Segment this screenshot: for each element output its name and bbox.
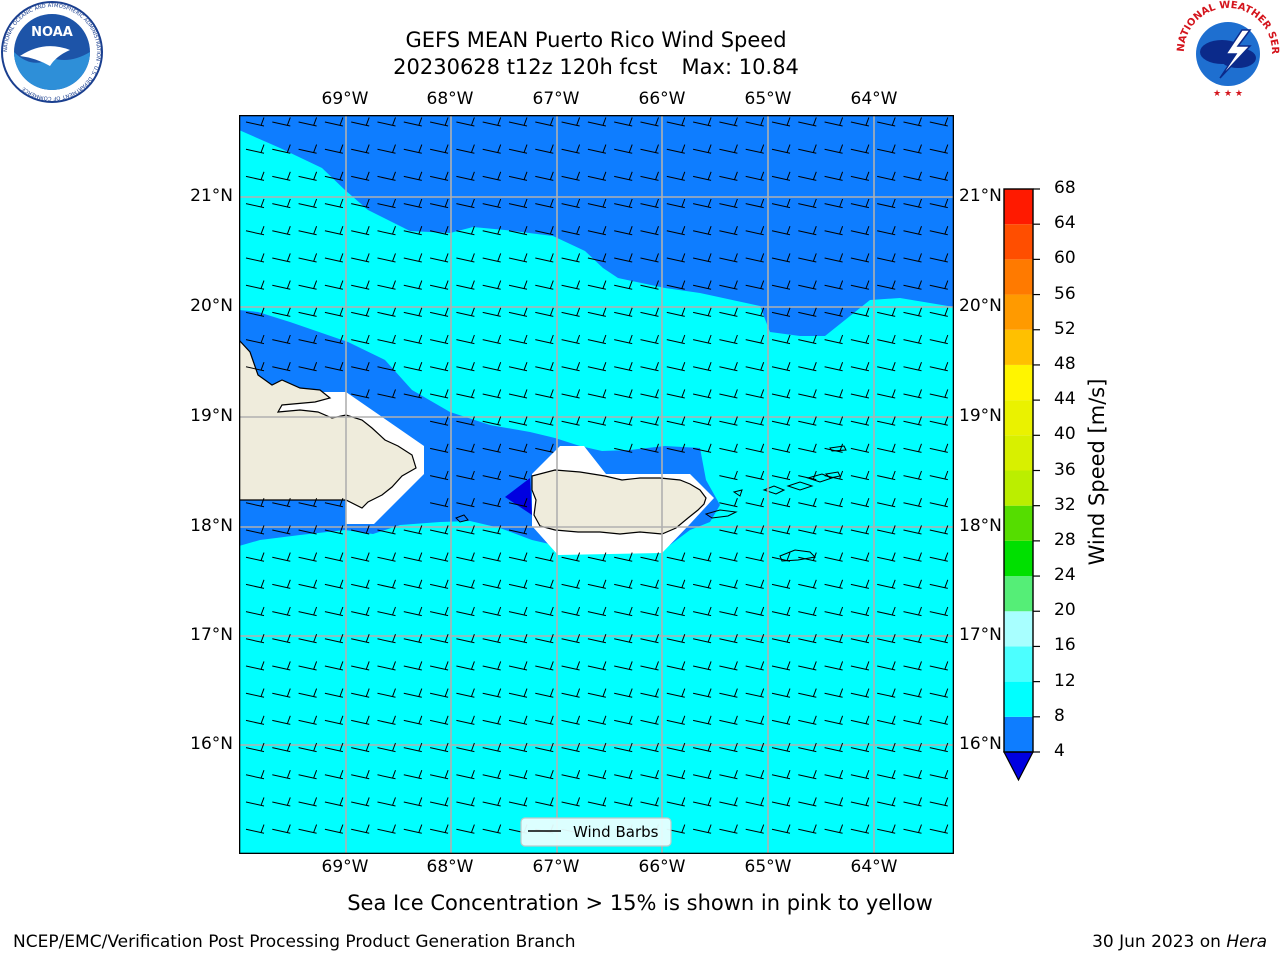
map-subtitle: 20230628 t12z 120h fcst Max: 10.84 — [0, 55, 1192, 80]
lat-label-right-19n: 19°N — [959, 406, 1002, 426]
colorbar-tick-label: 36 — [1054, 459, 1076, 480]
colorbar-tick-label: 64 — [1054, 213, 1076, 234]
colorbar-tick-label: 20 — [1054, 600, 1076, 621]
wind-map: Wind Barbs — [239, 115, 954, 854]
footer-branch: NCEP/EMC/Verification Post Processing Pr… — [13, 932, 576, 952]
colorbar — [1003, 188, 1040, 782]
lat-label-right-20n: 20°N — [959, 296, 1002, 316]
noaa-logo: NATIONAL OCEANIC AND ATMOSPHERIC ADMINIS… — [1, 1, 103, 103]
map-title: GEFS MEAN Puerto Rico Wind Speed — [405, 28, 787, 52]
colorbar-tick-label: 60 — [1054, 248, 1076, 269]
colorbar-band-15 — [1004, 189, 1033, 225]
lon-label-top-67w: 67°W — [532, 89, 580, 109]
colorbar-band-8 — [1004, 435, 1033, 471]
colorbar-tick-label: 44 — [1054, 389, 1076, 410]
colorbar-band-5 — [1004, 540, 1033, 577]
virgin-islands-2 — [786, 481, 814, 491]
lat-label-left-17n: 17°N — [190, 625, 233, 645]
colorbar-band-12 — [1004, 294, 1033, 330]
lon-label-bottom-64w: 64°W — [850, 857, 898, 877]
lon-label-top-68w: 68°W — [426, 89, 474, 109]
max-label: Max: 10.84 — [681, 55, 799, 79]
colorbar-band-1 — [1004, 681, 1033, 717]
colorbar-tick-label: 40 — [1054, 424, 1076, 445]
lat-label-right-18n: 18°N — [959, 516, 1002, 536]
lat-label-left-19n: 19°N — [190, 406, 233, 426]
colorbar-band-9 — [1004, 400, 1033, 436]
lat-label-left-18n: 18°N — [190, 516, 233, 536]
colorbar-tick-label: 48 — [1054, 353, 1076, 374]
colorbar-tick-label: 4 — [1054, 741, 1065, 761]
colorbar-band-11 — [1004, 329, 1033, 365]
lat-label-right-21n: 21°N — [959, 186, 1002, 206]
graticule — [239, 115, 954, 854]
svg-text:★ ★ ★: ★ ★ ★ — [1213, 89, 1243, 99]
lat-label-left-20n: 20°N — [190, 296, 233, 316]
lon-label-bottom-66w: 66°W — [638, 857, 686, 877]
vieques-island — [704, 509, 738, 519]
puerto-rico-land — [531, 469, 707, 535]
lon-label-bottom-69w: 69°W — [321, 857, 369, 877]
wind-band-below-4 — [505, 478, 532, 515]
nws-logo: NATIONAL WEATHER SERVICE ★ ★ ★ — [1176, 0, 1280, 100]
footer-date: 30 Jun 2023 on Hera — [1092, 932, 1267, 952]
colorbar-band-6 — [1004, 505, 1033, 541]
virgin-islands-1 — [762, 485, 786, 495]
mona-island — [455, 514, 469, 523]
colorbar-tick-label: 16 — [1054, 635, 1076, 656]
colorbar-band-3 — [1004, 611, 1033, 647]
wind-barbs-legend: Wind Barbs — [520, 817, 672, 847]
lon-label-top-66w: 66°W — [638, 89, 686, 109]
lon-label-bottom-68w: 68°W — [426, 857, 474, 877]
colorbar-tick-label: 68 — [1054, 178, 1076, 198]
lon-label-top-69w: 69°W — [321, 89, 369, 109]
colorbar-band-0 — [1004, 716, 1033, 752]
colorbar-band-10 — [1004, 364, 1033, 401]
colorbar-band-4 — [1004, 576, 1033, 612]
colorbar-tick-label: 12 — [1054, 670, 1076, 691]
wind-band-4-8-north — [239, 115, 954, 336]
colorbar-band-2 — [1004, 646, 1033, 682]
colorbar-band-14 — [1004, 224, 1033, 260]
footer-machine: Hera — [1226, 932, 1267, 952]
lat-label-right-17n: 17°N — [959, 625, 1002, 645]
colorbar-band-13 — [1004, 259, 1033, 295]
lon-label-bottom-67w: 67°W — [532, 857, 580, 877]
lon-label-top-64w: 64°W — [850, 89, 898, 109]
colorbar-tick-label: 52 — [1054, 318, 1076, 339]
colorbar-title: Wind Speed [m/s] — [1085, 378, 1109, 566]
colorbar-tick-label: 56 — [1054, 283, 1076, 304]
sea-ice-caption: Sea Ice Concentration > 15% is shown in … — [347, 891, 933, 915]
lat-label-right-16n: 16°N — [959, 734, 1002, 754]
svg-text:NOAA: NOAA — [31, 25, 73, 40]
colorbar-band-7 — [1004, 470, 1033, 506]
lon-label-bottom-65w: 65°W — [744, 857, 792, 877]
legend-label: Wind Barbs — [573, 823, 659, 841]
lat-label-left-21n: 21°N — [190, 186, 233, 206]
culebra-island — [732, 489, 743, 497]
lon-label-top-65w: 65°W — [744, 89, 792, 109]
run-label: 20230628 t12z 120h fcst — [393, 55, 658, 79]
colorbar-tick-label: 32 — [1054, 494, 1076, 515]
colorbar-extend-arrow — [1003, 751, 1034, 782]
wind-barbs — [245, 117, 949, 834]
lat-label-left-16n: 16°N — [190, 734, 233, 754]
colorbar-tick-label: 8 — [1054, 705, 1065, 726]
colorbar-tick-label: 24 — [1054, 565, 1076, 586]
footer-date-text: 30 Jun 2023 on — [1092, 932, 1227, 952]
map-frame — [239, 115, 954, 854]
colorbar-tick-label: 28 — [1054, 529, 1076, 550]
